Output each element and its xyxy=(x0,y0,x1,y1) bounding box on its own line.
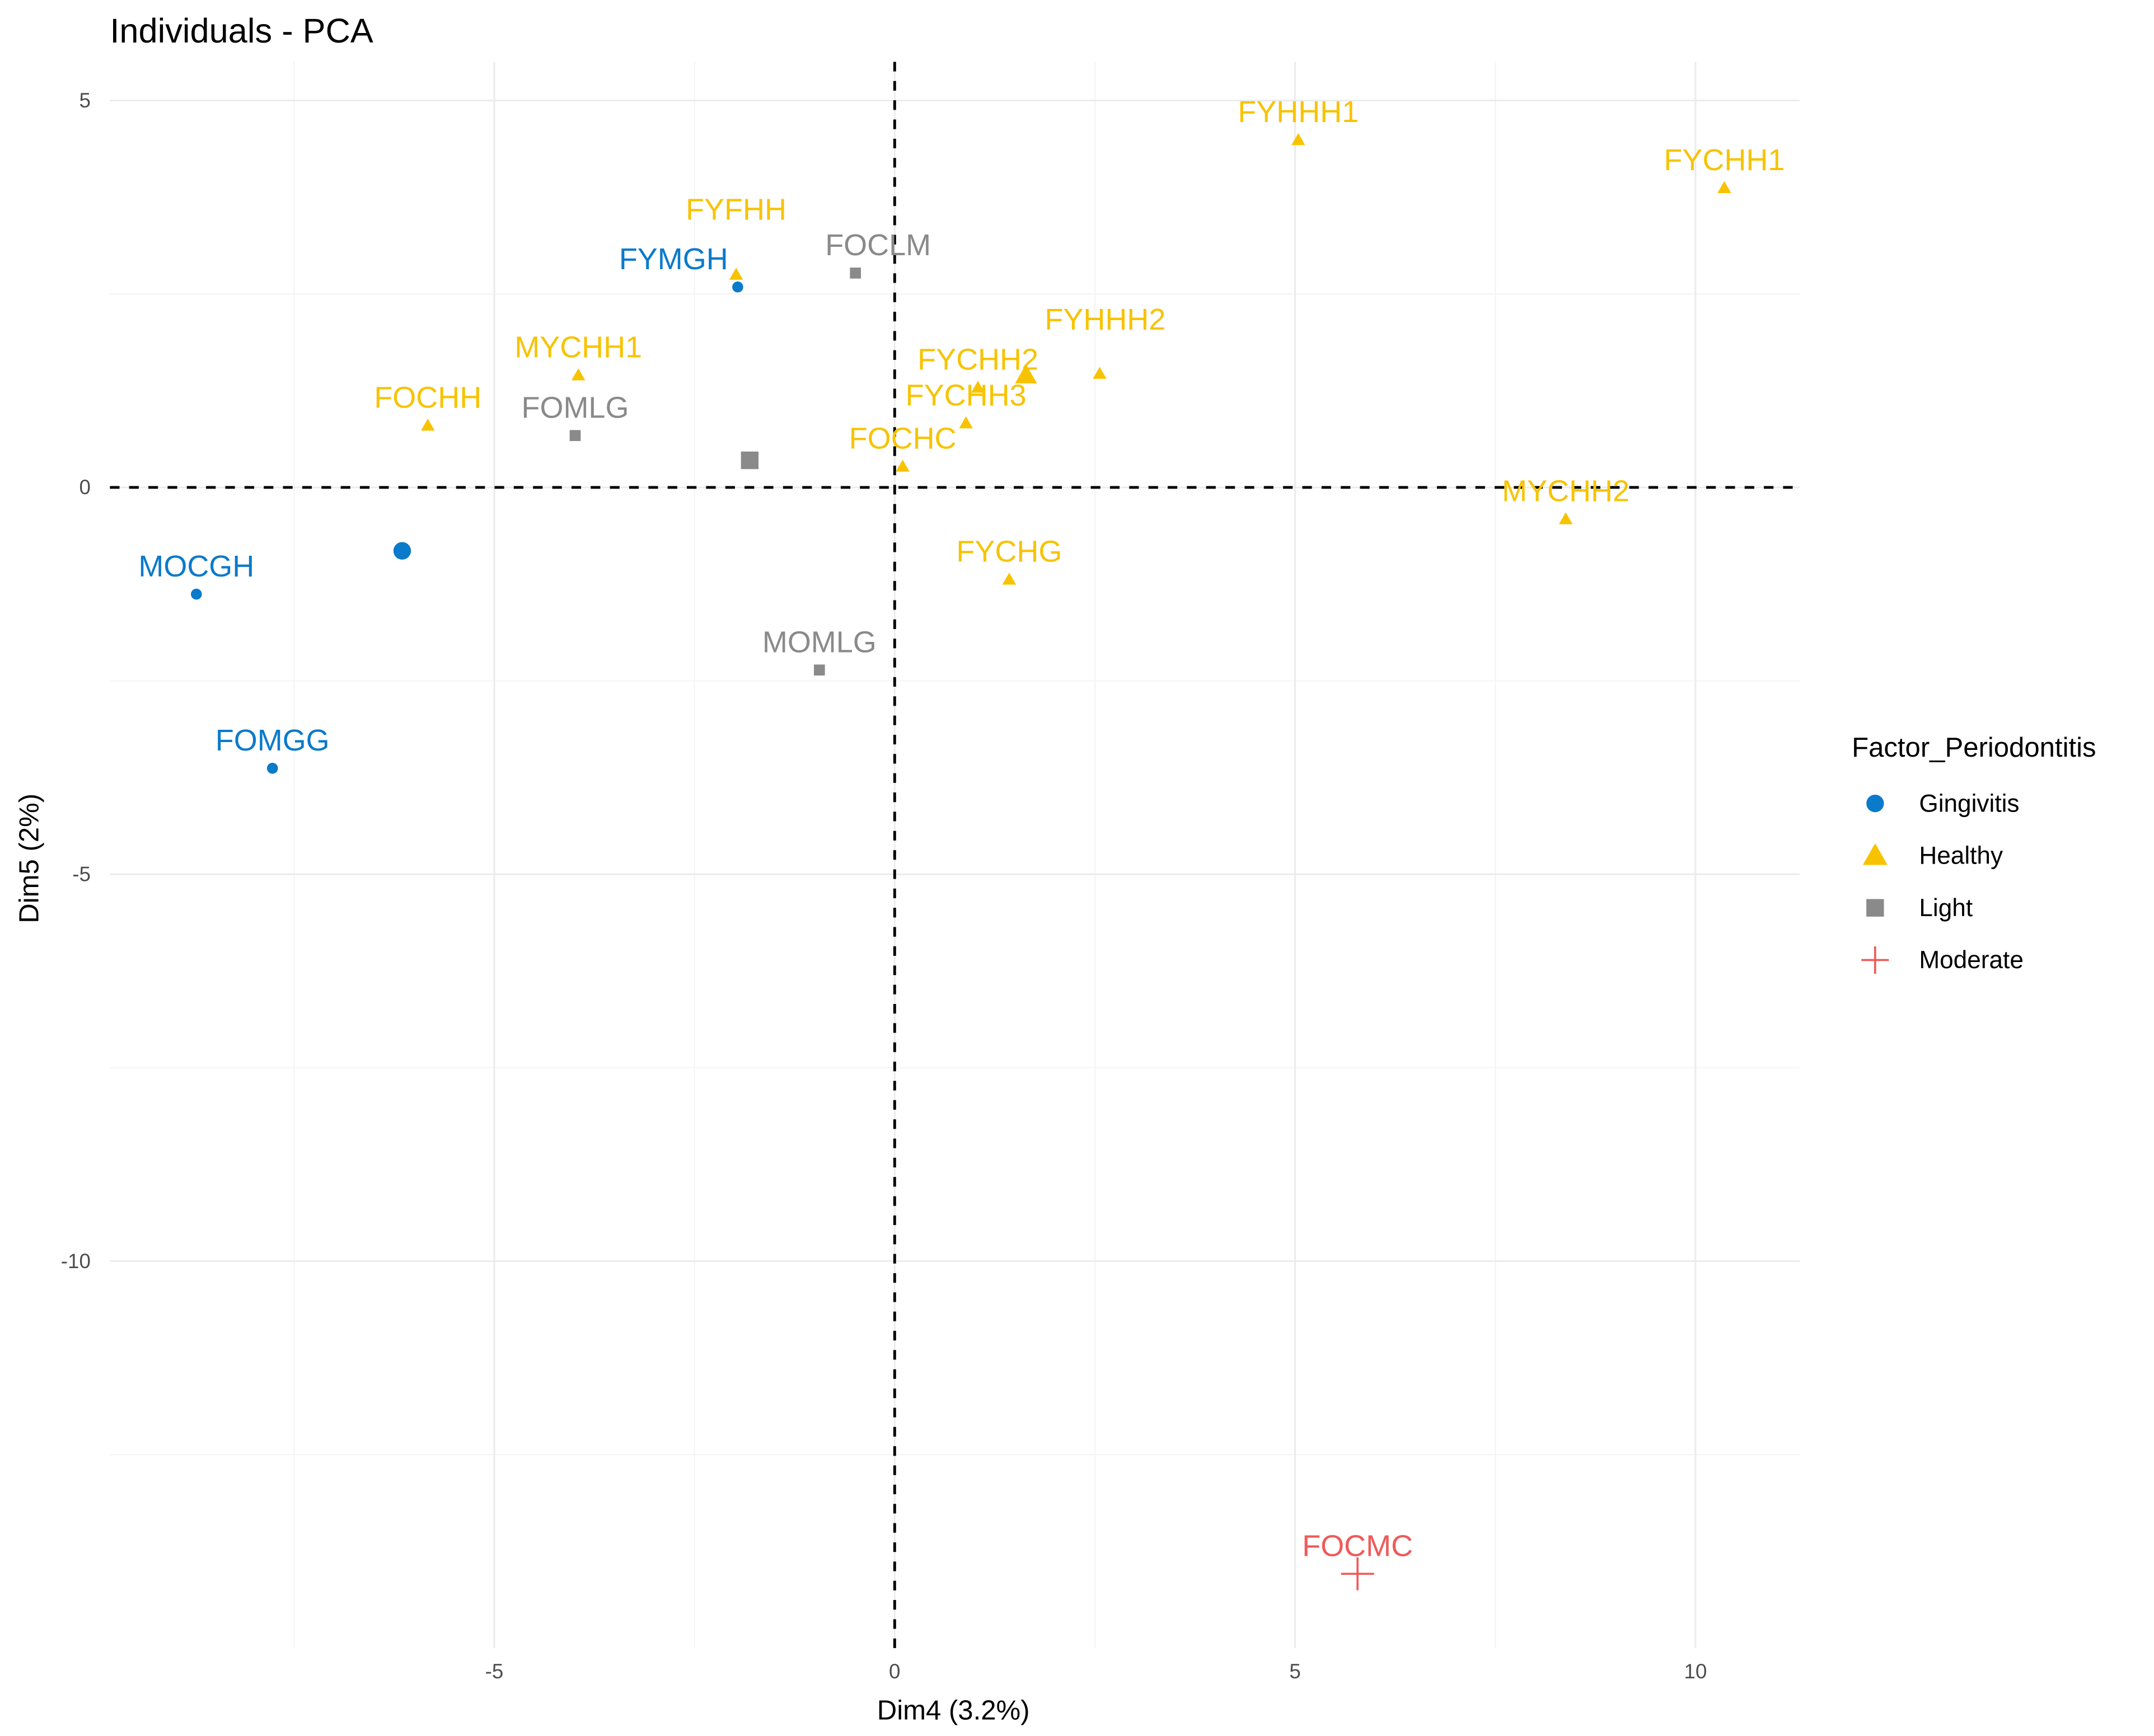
point-label: FYMGH xyxy=(619,242,728,276)
point-marker xyxy=(1558,512,1573,524)
point-marker xyxy=(1341,1557,1374,1590)
y-tick-label: -10 xyxy=(61,1250,91,1273)
point-label: MYCHH1 xyxy=(514,331,642,364)
point-marker xyxy=(420,419,435,431)
point-label: FOMLG xyxy=(522,391,629,424)
legend-label: Moderate xyxy=(1919,946,2024,974)
legend: Factor_Periodontitis Gingivitis Healthy Li… xyxy=(1852,733,2096,974)
x-tick-label: 5 xyxy=(1289,1660,1300,1683)
point-marker xyxy=(1002,573,1017,585)
point-label: FOCHC xyxy=(849,422,957,456)
point-marker xyxy=(814,664,825,676)
point-marker xyxy=(569,430,581,442)
x-axis-label: Dim4 (3.2%) xyxy=(877,1696,1030,1726)
centroid-gingivitis xyxy=(393,542,411,560)
points: FYHHH1 FYCHH1 FYFHH FYMGH FOCLM MYCHH1 FOCHH FO… xyxy=(138,95,1785,1590)
point-label: FOMGG xyxy=(216,724,330,757)
legend-square-icon xyxy=(1866,899,1884,917)
grid xyxy=(110,62,1800,1648)
point-marker xyxy=(732,281,743,293)
axis-ticks: -5 0 5 10 5 0 -5 -10 xyxy=(61,89,1707,1683)
point-label: FOCLM xyxy=(825,228,931,262)
point-marker xyxy=(191,588,202,600)
x-tick-label: -5 xyxy=(485,1660,504,1683)
point-marker xyxy=(850,268,861,279)
legend-label: Gingivitis xyxy=(1919,790,2019,817)
legend-cross-icon xyxy=(1861,946,1889,974)
y-tick-label: 0 xyxy=(79,476,91,499)
point-label: FYCHH1 xyxy=(1664,143,1785,177)
point-label: FYHHH1 xyxy=(1238,95,1359,129)
point-label: MOCGH xyxy=(138,550,254,583)
point-marker xyxy=(959,416,973,429)
y-tick-label: 5 xyxy=(79,89,91,112)
y-tick-label: -5 xyxy=(72,863,91,886)
point-label: FYCHH3 xyxy=(906,378,1027,412)
point-marker xyxy=(1093,367,1107,379)
x-tick-label: 0 xyxy=(889,1660,900,1683)
legend-triangle-icon xyxy=(1862,843,1888,865)
point-marker xyxy=(1291,133,1305,146)
legend-title: Factor_Periodontitis xyxy=(1852,733,2096,763)
centroid-healthy xyxy=(1015,364,1037,384)
point-marker xyxy=(1717,181,1731,194)
legend-label: Light xyxy=(1919,894,1973,922)
point-label: FYCHG xyxy=(956,535,1062,569)
point-marker xyxy=(571,368,586,381)
point-marker xyxy=(971,381,985,393)
chart-title: Individuals - PCA xyxy=(110,12,373,50)
point-marker xyxy=(896,459,910,472)
y-axis-label: Dim5 (2%) xyxy=(15,794,45,923)
point-label: MOMLG xyxy=(762,625,877,659)
legend-circle-icon xyxy=(1866,794,1884,813)
point-marker xyxy=(729,268,743,280)
point-marker xyxy=(266,763,278,774)
x-tick-label: 10 xyxy=(1684,1660,1707,1683)
centroid-light xyxy=(741,451,759,470)
point-label: FYCHH2 xyxy=(917,343,1038,377)
point-label: FOCMC xyxy=(1302,1529,1413,1563)
legend-label: Healthy xyxy=(1919,842,2003,870)
point-label: MYCHH2 xyxy=(1502,475,1629,508)
point-label: FYFHH xyxy=(686,193,786,227)
point-label: FYHHH2 xyxy=(1045,303,1165,336)
point-label: FOCHH xyxy=(374,381,481,414)
